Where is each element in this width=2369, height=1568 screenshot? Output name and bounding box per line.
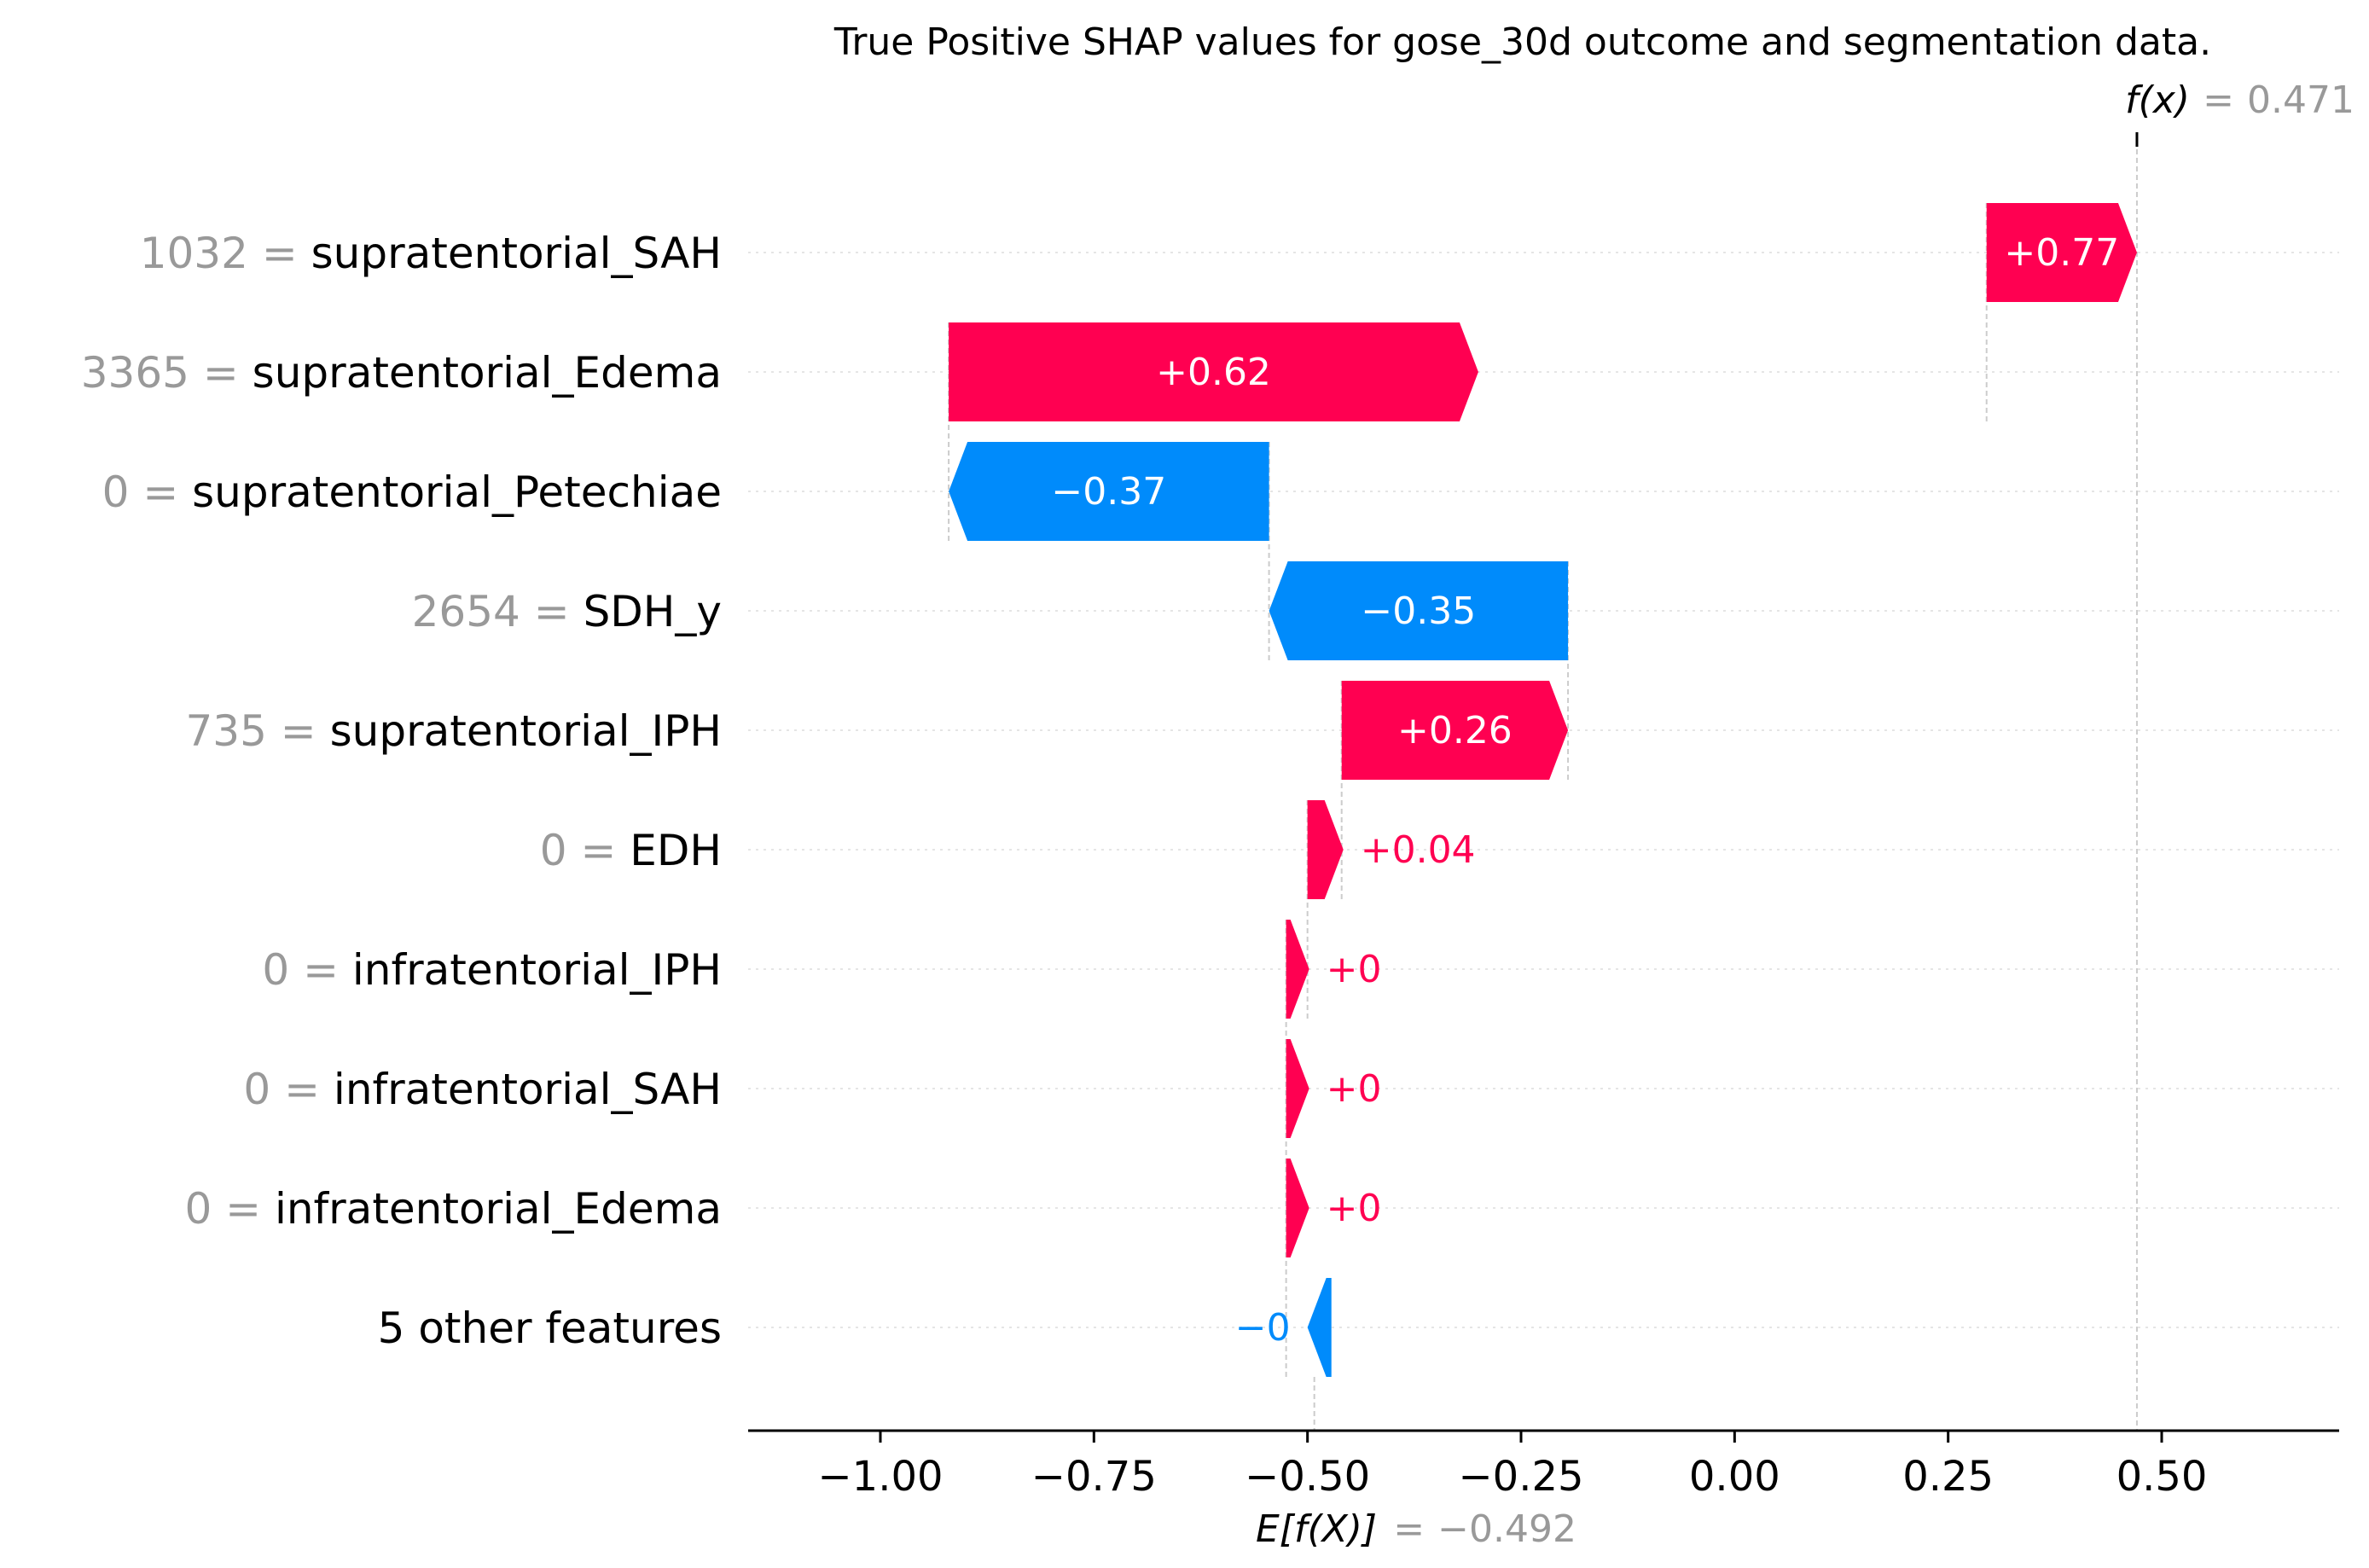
output-value-eq: = <box>2203 78 2234 122</box>
feature-label: 0 = infratentorial_IPH <box>262 945 722 995</box>
feature-label: 0 = infratentorial_SAH <box>243 1065 722 1114</box>
feature-value: 0 = <box>540 826 630 875</box>
bar-value-label: +0.77 <box>2004 231 2119 275</box>
feature-value: 0 = <box>262 945 352 995</box>
feature-label: 0 = supratentorial_Petechiae <box>102 467 722 517</box>
feature-label: 735 = supratentorial_IPH <box>185 706 722 756</box>
waterfall-bar <box>1286 1159 1309 1257</box>
feature-name: supratentorial_Edema <box>253 348 722 398</box>
x-tick-label: −0.75 <box>1031 1453 1157 1501</box>
bar-value-label: −0.37 <box>1051 470 1166 514</box>
base-value-label: E[f(X)] = −0.492 <box>1256 1507 1576 1551</box>
bar-value-label: −0 <box>1235 1306 1291 1350</box>
feature-value: 735 = <box>185 706 329 756</box>
waterfall-bar <box>949 322 1478 421</box>
bar-value-label: +0 <box>1327 1067 1382 1111</box>
feature-name: EDH <box>630 826 722 875</box>
feature-name: supratentorial_SAH <box>311 229 722 278</box>
waterfall-bar <box>1307 1278 1332 1377</box>
feature-name: supratentorial_IPH <box>330 706 722 756</box>
x-tick-label: −1.00 <box>817 1453 943 1501</box>
feature-value: 0 = <box>243 1065 334 1114</box>
feature-value: 3365 = <box>81 348 253 398</box>
output-value-name: f(x) <box>2125 78 2190 122</box>
feature-name: infratentorial_SAH <box>334 1065 722 1114</box>
x-tick-label: 0.25 <box>1902 1453 1994 1501</box>
feature-labels: 1032 = supratentorial_SAH 3365 = supraten… <box>81 229 722 1353</box>
base-value-number: −0.492 <box>1437 1507 1576 1551</box>
waterfall-bar <box>1286 920 1309 1019</box>
feature-value: 1032 = <box>140 229 311 278</box>
waterfall-bar <box>1286 1039 1309 1138</box>
feature-label: 3365 = supratentorial_Edema <box>81 348 722 398</box>
bar-value-label: −0.35 <box>1361 589 1476 633</box>
feature-name: supratentorial_Petechiae <box>192 467 722 517</box>
waterfall-bar <box>1307 800 1344 899</box>
x-tick-label: 0.50 <box>2116 1453 2208 1501</box>
feature-value: 2654 = <box>412 587 584 636</box>
feature-label: 2654 = SDH_y <box>412 587 722 636</box>
feature-value: 0 = <box>184 1184 275 1234</box>
x-tick-label: −0.50 <box>1245 1453 1370 1501</box>
bars <box>949 203 2137 1377</box>
feature-label: 1032 = supratentorial_SAH <box>140 229 722 278</box>
waterfall-bar <box>1986 203 2137 302</box>
feature-name: 5 other features <box>378 1304 722 1353</box>
base-value-eq: = <box>1393 1507 1425 1551</box>
chart-title: True Positive SHAP values for gose_30d o… <box>833 20 2211 64</box>
bar-value-label: +0.26 <box>1397 709 1513 752</box>
waterfall-bar <box>1269 561 1569 660</box>
waterfall-bar <box>949 442 1269 541</box>
x-axis: −1.00 −0.75 −0.50 −0.25 0.00 0.25 0.50 <box>748 1429 2339 1501</box>
x-tick-label: −0.25 <box>1458 1453 1583 1501</box>
feature-value: 0 = <box>102 467 193 517</box>
bar-value-label: +0.62 <box>1156 351 1271 394</box>
x-tick-label: 0.00 <box>1689 1453 1780 1501</box>
bar-value-label: +0.04 <box>1361 828 1476 872</box>
bar-value-label: +0 <box>1327 1187 1382 1230</box>
feature-label: 0 = EDH <box>540 826 722 875</box>
bar-value-label: +0 <box>1327 948 1382 991</box>
feature-name: SDH_y <box>584 587 722 636</box>
base-value-name: E[f(X)] <box>1256 1507 1377 1551</box>
feature-name: infratentorial_Edema <box>275 1184 722 1234</box>
output-value-label: f(x) = 0.471 <box>2125 78 2354 122</box>
output-value-number: 0.471 <box>2247 78 2354 122</box>
bar-labels: +0.77 +0.62 −0.37 −0.35 +0.26 +0.04 +0 +0 +0 −0 <box>1051 231 2119 1350</box>
feature-label: 5 other features <box>378 1304 722 1353</box>
feature-label: 0 = infratentorial_Edema <box>184 1184 722 1234</box>
feature-name: infratentorial_IPH <box>352 945 722 995</box>
waterfall-bar <box>1341 681 1569 780</box>
